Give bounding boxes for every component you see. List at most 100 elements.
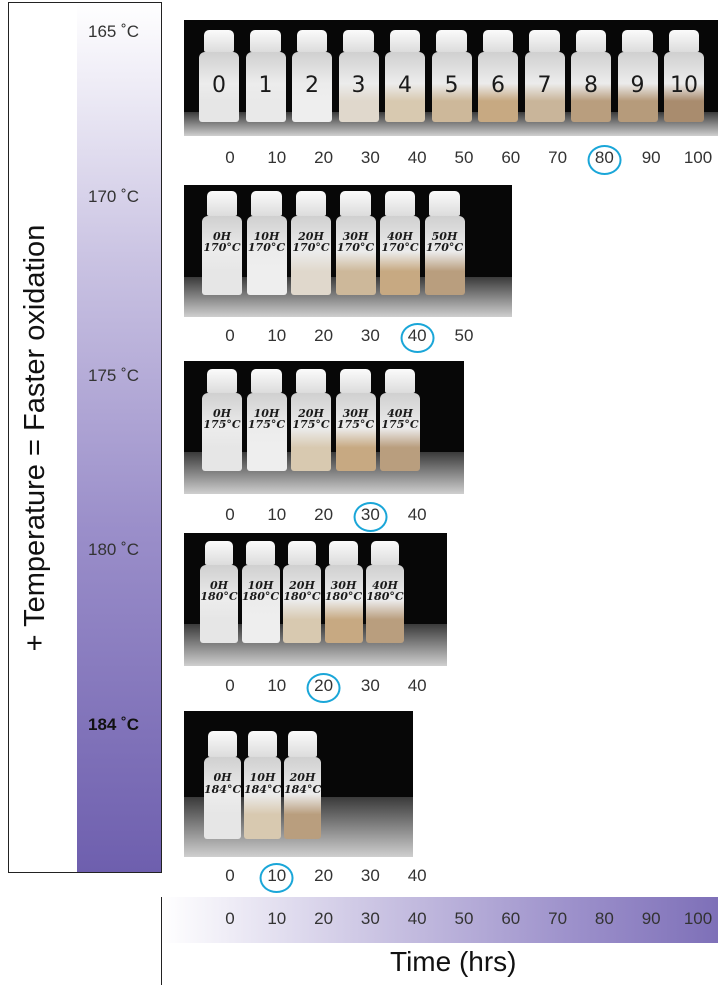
vial-cap [482,30,514,53]
vial: 0H 175°C [202,369,242,471]
vial: 20H 175°C [291,369,331,471]
vial-label: 20H 175°C [292,406,330,432]
vial-cap [296,30,328,53]
vial: 2 [292,30,332,122]
temperature-label-180: 180 ˚C [88,540,140,559]
time-gradient-bar [162,897,718,943]
time-label: 10 [267,326,287,345]
vial-body [291,215,331,295]
vial-body [199,52,239,122]
vial-label: 40H 175°C [381,406,419,432]
highlight-ring [306,673,341,703]
vial-label: 7 [537,73,552,99]
vial: 20H 180°C [283,541,321,643]
time-label: 20 [314,326,334,345]
vial-cap [203,30,235,53]
vial-label: 40H 180°C [366,578,404,604]
time-label: 30 [360,326,380,345]
vial-body [385,52,425,122]
vial: 0 [199,30,239,122]
vial: 0H 184°C [204,731,241,839]
vial-cap [295,191,327,216]
vial-label: 1 [258,73,273,99]
vial: 6 [478,30,518,122]
vial-body [202,393,242,471]
time-label: 80 [587,145,622,175]
vial: 30H 170°C [335,191,376,295]
vial-cap [250,30,281,53]
vial-body [241,565,280,643]
vial: 20H 170°C [291,191,331,295]
vial-body [200,565,238,643]
vial-cap [340,191,371,216]
time-label: 40 [400,323,435,353]
vial-cap [668,30,700,53]
time-label: 30 [353,502,388,532]
time-label: 10 [267,505,287,524]
time-label: 70 [548,148,568,167]
vial-label: 3 [351,73,366,99]
time-label: 10 [267,676,287,695]
time-label: 40 [407,505,427,524]
time-label: 90 [641,148,661,167]
time-label: 40 [407,676,427,695]
vial-body [380,215,420,295]
axis-tick-label: 20 [314,909,334,928]
vial-label: 40H 170°C [381,229,419,255]
vial-cap [529,30,560,53]
vial: 40H 175°C [380,369,420,471]
vial-label: 5 [444,73,459,99]
vial-body [571,52,611,122]
vial-label: 10H 180°C [241,578,280,604]
temperature-label-170: 170 ˚C [88,187,140,206]
vial: 50H 170°C [424,191,465,295]
vial: 10H 170°C [246,191,287,295]
vial-cap [295,369,327,394]
time-label: 0 [225,866,235,885]
vial-label: 50H 170°C [425,229,464,255]
vial-label: 0H 180°C [200,578,238,604]
time-label: 30 [360,866,380,885]
vial-cap [340,369,371,394]
vial: 10 [664,30,704,122]
vial-cap [370,541,400,566]
axis-tick-label: 50 [454,909,474,928]
vial-label: 8 [584,73,598,99]
vial-label: 0H 170°C [203,229,241,255]
vial-label: 30H 180°C [324,578,363,604]
vial-label: 30H 170°C [336,229,375,255]
time-label: 40 [407,866,427,885]
vial-body [246,215,287,295]
time-label: 10 [267,148,287,167]
vial-cap [204,541,234,566]
vial-cap [288,731,317,757]
vial-cap [436,30,467,53]
temperature-label-184: 184 ˚C [88,715,140,734]
vial-label: 10 [670,73,698,99]
axis-tick-label: 70 [548,909,568,928]
vial-body [202,215,242,295]
vial-body [335,215,376,295]
side-axis-label: + Temperature = Faster oxidation [19,224,51,652]
time-label: 0 [225,148,235,167]
vial-label: 0H 175°C [203,406,241,432]
vial: 5 [431,30,472,122]
vial: 10H 184°C [244,731,281,839]
vial-body [664,52,704,122]
time-label: 0 [225,676,235,695]
vial: 3 [338,30,379,122]
vial-body [424,215,465,295]
temperature-label-175: 175 ˚C [88,366,140,385]
axis-tick-label: 0 [225,909,235,928]
vial: 30H 180°C [324,541,363,643]
time-label: 0 [225,326,235,345]
vial-body [283,565,321,643]
time-label: 20 [314,866,334,885]
vial-label: 4 [398,73,412,99]
axis-tick-label: 10 [267,909,287,928]
time-label: 20 [314,505,334,524]
time-label: 0 [225,505,235,524]
vial-label: 6 [491,73,505,99]
vial-label: 10H 175°C [247,406,286,432]
vial-label: 30H 175°C [336,406,375,432]
